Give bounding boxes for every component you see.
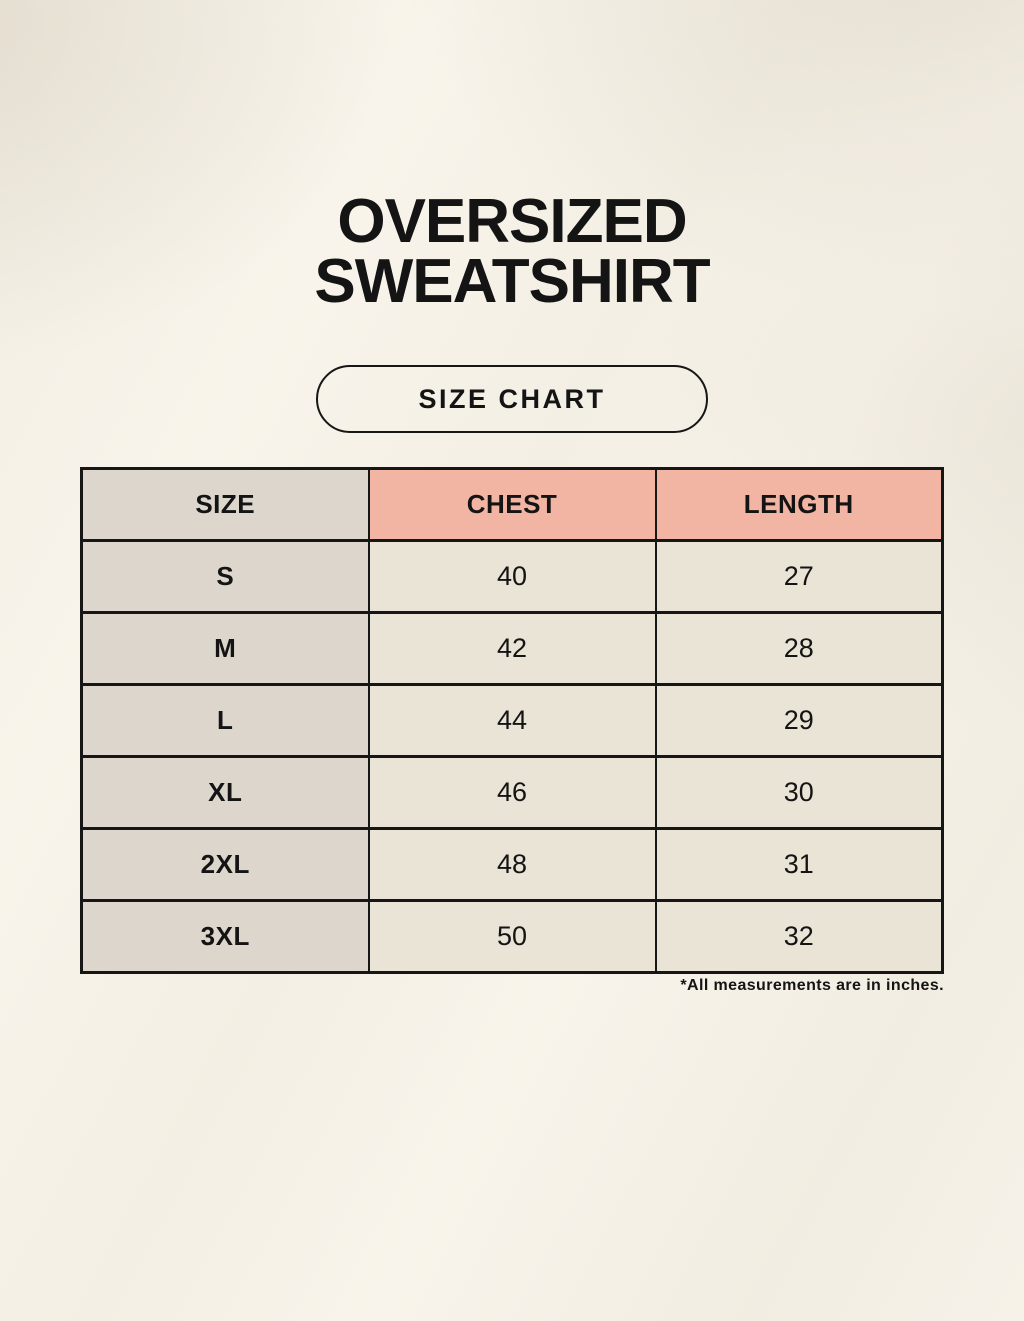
measurements-footnote: *All measurements are in inches. bbox=[680, 977, 944, 994]
length-cell: 32 bbox=[654, 899, 944, 974]
size-cell: S bbox=[80, 539, 370, 614]
length-cell: 27 bbox=[654, 539, 944, 614]
length-cell: 31 bbox=[654, 827, 944, 902]
title-line-2: SWEATSHIRT bbox=[314, 247, 710, 316]
chest-cell: 42 bbox=[367, 611, 657, 686]
page-title: OVERSIZED SWEATSHIRT bbox=[0, 191, 1024, 313]
table-row: XL 46 30 bbox=[80, 755, 944, 830]
column-header-length: LENGTH bbox=[654, 467, 944, 542]
length-cell: 28 bbox=[654, 611, 944, 686]
size-chart-table-header: SIZE CHEST LENGTH bbox=[80, 467, 944, 542]
chest-cell: 40 bbox=[367, 539, 657, 614]
title-line-1: OVERSIZED bbox=[337, 187, 687, 256]
length-cell: 29 bbox=[654, 683, 944, 758]
column-header-chest: CHEST bbox=[367, 467, 657, 542]
size-cell: 2XL bbox=[80, 827, 370, 902]
table-row: L 44 29 bbox=[80, 683, 944, 758]
size-cell: XL bbox=[80, 755, 370, 830]
table-row: S 40 27 bbox=[80, 539, 944, 614]
size-chart-table: SIZE CHEST LENGTH S 40 27 M 42 28 L 44 29 XL 46 30 2… bbox=[80, 467, 944, 974]
length-cell: 30 bbox=[654, 755, 944, 830]
size-cell: M bbox=[80, 611, 370, 686]
size-cell: L bbox=[80, 683, 370, 758]
chest-cell: 46 bbox=[367, 755, 657, 830]
size-chart-table-body: S 40 27 M 42 28 L 44 29 XL 46 30 2XL 48 31 3XL 50 32 bbox=[80, 539, 944, 974]
table-row: 3XL 50 32 bbox=[80, 899, 944, 974]
size-cell: 3XL bbox=[80, 899, 370, 974]
header-row: SIZE CHEST LENGTH bbox=[80, 467, 944, 542]
table-row: M 42 28 bbox=[80, 611, 944, 686]
chest-cell: 50 bbox=[367, 899, 657, 974]
size-chart-badge-label: SIZE CHART bbox=[418, 383, 606, 414]
chest-cell: 48 bbox=[367, 827, 657, 902]
column-header-size: SIZE bbox=[80, 467, 370, 542]
chest-cell: 44 bbox=[367, 683, 657, 758]
size-chart-badge[interactable]: SIZE CHART bbox=[316, 365, 708, 433]
table-row: 2XL 48 31 bbox=[80, 827, 944, 902]
